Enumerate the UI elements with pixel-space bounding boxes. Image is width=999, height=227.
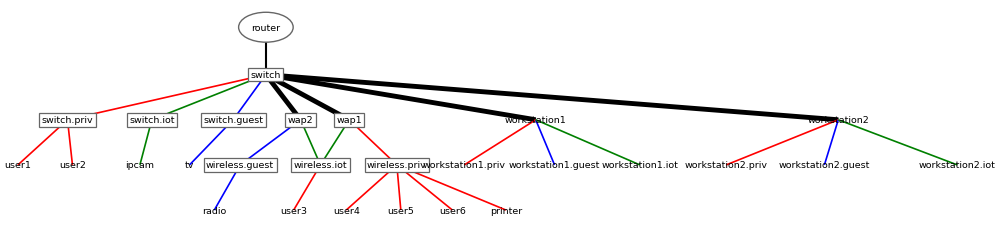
Text: workstation2.priv: workstation2.priv	[684, 161, 767, 170]
Text: user5: user5	[388, 206, 415, 215]
Text: user4: user4	[333, 206, 360, 215]
Text: workstation2.guest: workstation2.guest	[778, 161, 870, 170]
Text: wireless.priv: wireless.priv	[367, 161, 427, 170]
Text: wap2: wap2	[288, 116, 314, 125]
Text: workstation2.iot: workstation2.iot	[919, 161, 996, 170]
Text: workstation2: workstation2	[807, 116, 869, 125]
Text: workstation1.iot: workstation1.iot	[601, 161, 678, 170]
Text: wap1: wap1	[337, 116, 362, 125]
Text: ipcam: ipcam	[126, 161, 155, 170]
Text: workstation1: workstation1	[504, 116, 566, 125]
Text: switch.guest: switch.guest	[203, 116, 263, 125]
Text: router: router	[252, 24, 281, 33]
Text: workstation1.priv: workstation1.priv	[423, 161, 505, 170]
Text: user1: user1	[4, 161, 31, 170]
Text: user6: user6	[439, 206, 466, 215]
Text: switch: switch	[251, 71, 281, 80]
Text: workstation1.guest: workstation1.guest	[508, 161, 600, 170]
Text: tv: tv	[185, 161, 194, 170]
Ellipse shape	[239, 13, 293, 43]
Text: wireless.iot: wireless.iot	[294, 161, 348, 170]
Text: radio: radio	[202, 206, 227, 215]
Text: switch.priv: switch.priv	[42, 116, 93, 125]
Text: user2: user2	[59, 161, 86, 170]
Text: printer: printer	[490, 206, 522, 215]
Text: wireless.guest: wireless.guest	[206, 161, 274, 170]
Text: user3: user3	[280, 206, 307, 215]
Text: switch.iot: switch.iot	[129, 116, 175, 125]
